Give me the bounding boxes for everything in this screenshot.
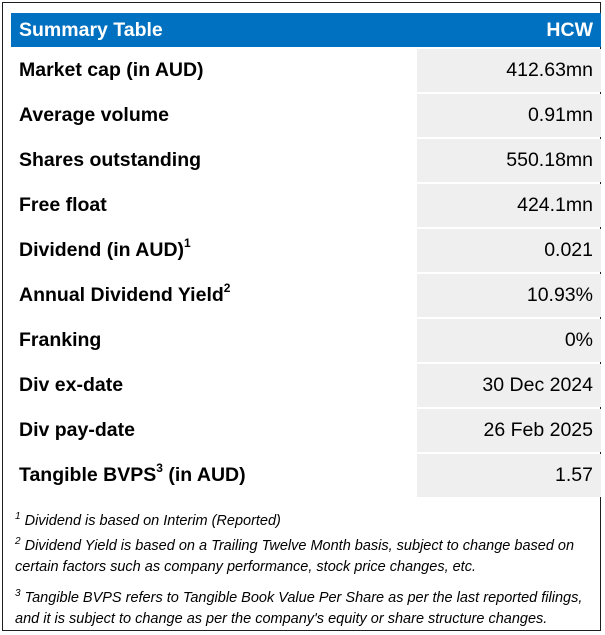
table-row: Div ex-date 30 Dec 2024 xyxy=(11,364,601,407)
table-row: Shares outstanding 550.18mn xyxy=(11,139,601,182)
row-value: 30 Dec 2024 xyxy=(417,364,601,407)
footnote-2: 2 Dividend Yield is based on a Trailing … xyxy=(15,536,575,576)
row-value: 0.91mn xyxy=(417,94,601,137)
row-value: 26 Feb 2025 xyxy=(417,409,601,452)
table-row: Div pay-date 26 Feb 2025 xyxy=(11,409,601,452)
row-label: Average volume xyxy=(11,94,417,137)
table-row: Average volume 0.91mn xyxy=(11,94,601,137)
row-label: Div pay-date xyxy=(11,409,417,452)
table-header-row: Summary Table HCW xyxy=(11,13,601,47)
table-row: Tangible BVPS3 (in AUD) 1.57 xyxy=(11,454,601,497)
row-label: Market cap (in AUD) xyxy=(11,49,417,92)
summary-table: Summary Table HCW Market cap (in AUD) 41… xyxy=(11,11,601,499)
row-label: Dividend (in AUD)1 xyxy=(11,229,417,272)
row-label: Free float xyxy=(11,184,417,227)
footnote-marker: 3 xyxy=(156,461,163,475)
footnote-marker: 2 xyxy=(223,281,231,295)
row-value: 0.021 xyxy=(417,229,601,272)
table-title: Summary Table xyxy=(11,13,417,47)
footnote-3: 3 Tangible BVPS refers to Tangible Book … xyxy=(15,588,583,628)
row-value: 10.93% xyxy=(417,274,601,317)
row-value: 0% xyxy=(417,319,601,362)
row-label: Franking xyxy=(11,319,417,362)
row-label: Tangible BVPS3 (in AUD) xyxy=(11,454,417,497)
row-value: 550.18mn xyxy=(417,139,601,182)
row-label: Div ex-date xyxy=(11,364,417,407)
table-row: Dividend (in AUD)1 0.021 xyxy=(11,229,601,272)
row-label: Annual Dividend Yield2 xyxy=(11,274,417,317)
row-value: 424.1mn xyxy=(417,184,601,227)
table-row: Franking 0% xyxy=(11,319,601,362)
footnote-marker: 1 xyxy=(184,236,191,250)
table-row: Annual Dividend Yield2 10.93% xyxy=(11,274,601,317)
ticker-label: HCW xyxy=(417,13,601,47)
table-row: Market cap (in AUD) 412.63mn xyxy=(11,49,601,92)
row-value: 1.57 xyxy=(417,454,601,497)
row-value: 412.63mn xyxy=(417,49,601,92)
row-label: Shares outstanding xyxy=(11,139,417,182)
footnote-1: 1 Dividend is based on Interim (Reported… xyxy=(15,511,281,530)
table-row: Free float 424.1mn xyxy=(11,184,601,227)
footnotes: 1 Dividend is based on Interim (Reported… xyxy=(15,511,601,630)
